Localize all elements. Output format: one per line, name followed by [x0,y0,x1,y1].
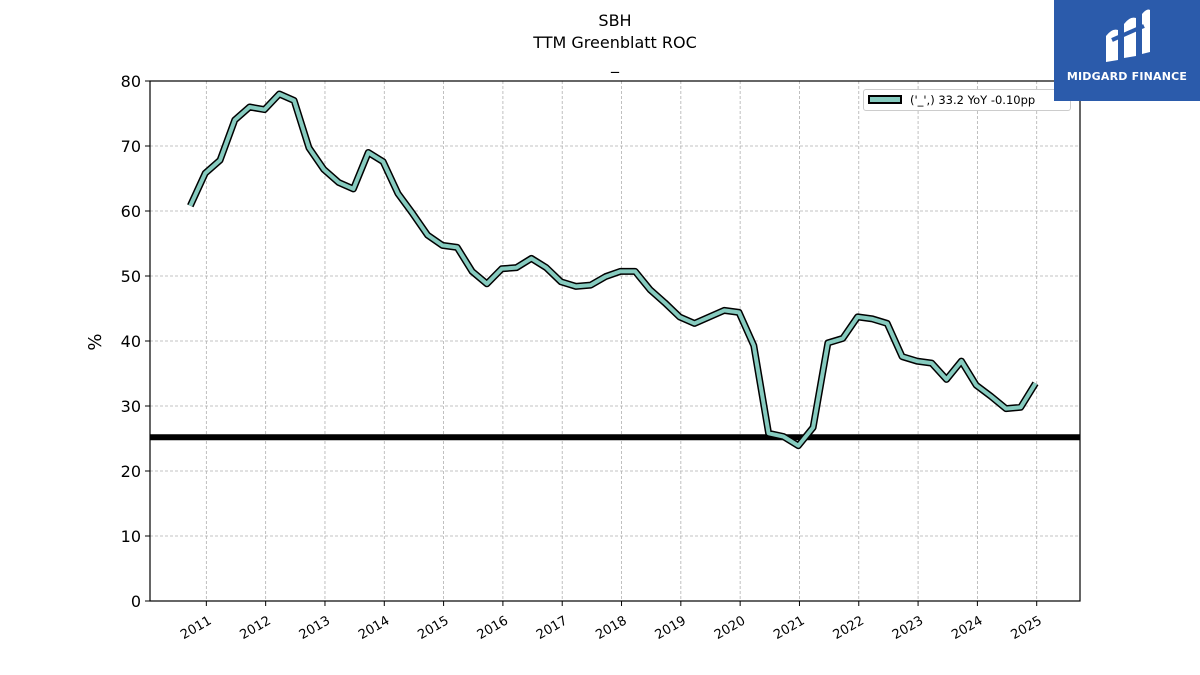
y-tick-label: 60 [121,202,141,221]
x-tick-label: 2024 [949,613,985,643]
x-axis-ticks: 2011 2012 2013 2014 2015 2016 2017 2018 2019 2020… [178,601,1045,643]
x-tick-label: 2019 [653,613,689,643]
x-tick-label: 2020 [712,613,748,643]
y-tick-label: 50 [121,267,141,286]
brand-name: MIDGARD FINANCE [1066,70,1188,83]
y-axis-ticks: 0 10 20 30 40 50 60 70 80 [121,72,150,611]
x-tick-label: 2012 [237,613,273,643]
y-tick-label: 30 [121,397,141,416]
x-tick-label: 2011 [178,613,214,643]
x-tick-label: 2016 [475,613,511,643]
y-tick-label: 20 [121,462,141,481]
x-tick-label: 2021 [771,613,807,643]
series-line-outline [187,90,1039,450]
x-tick-label: 2013 [297,613,333,643]
x-tick-label: 2017 [534,613,570,643]
y-axis-label: % [85,333,106,350]
chart-subtitle-2: _ [611,54,619,73]
legend: ('_',) 33.2 YoY -0.10pp [863,89,1071,111]
x-tick-label: 2025 [1009,613,1045,643]
y-tick-label: 40 [121,332,141,351]
series-layer [187,90,1039,450]
brand-logo: MIDGARD FINANCE [1054,0,1200,101]
legend-swatch [868,95,902,104]
x-tick-label: 2014 [356,613,392,643]
y-tick-label: 10 [121,527,141,546]
x-tick-label: 2023 [890,613,926,643]
series-line [188,92,1038,448]
y-tick-label: 70 [121,137,141,156]
x-tick-label: 2022 [831,613,867,643]
x-tick-label: 2015 [415,613,451,643]
chart-subtitle: TTM Greenblatt ROC [533,33,697,52]
midgard-logo-icon [1106,9,1150,63]
y-tick-label: 0 [131,592,141,611]
legend-label: ('_',) 33.2 YoY -0.10pp [910,93,1036,107]
x-tick-label: 2018 [593,613,629,643]
chart-title: SBH [598,11,632,30]
y-tick-label: 80 [121,72,141,91]
grid-lines [150,80,1080,602]
